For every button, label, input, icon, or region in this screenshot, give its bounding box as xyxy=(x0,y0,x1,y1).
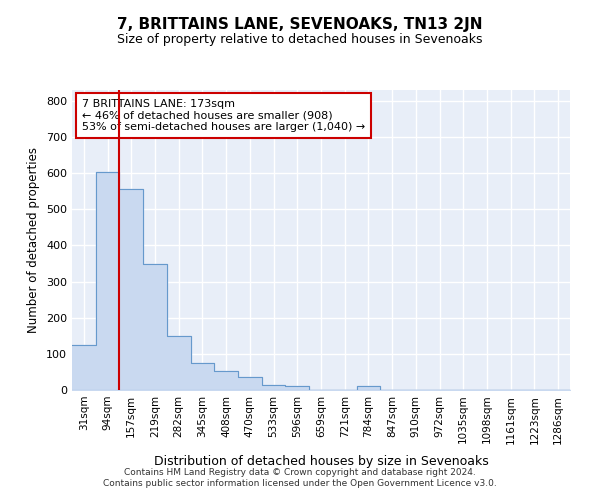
Text: Contains HM Land Registry data © Crown copyright and database right 2024.
Contai: Contains HM Land Registry data © Crown c… xyxy=(103,468,497,487)
Text: 7 BRITTAINS LANE: 173sqm
← 46% of detached houses are smaller (908)
53% of semi-: 7 BRITTAINS LANE: 173sqm ← 46% of detach… xyxy=(82,99,365,132)
Y-axis label: Number of detached properties: Number of detached properties xyxy=(28,147,40,333)
X-axis label: Distribution of detached houses by size in Sevenoaks: Distribution of detached houses by size … xyxy=(154,454,488,468)
Text: 7, BRITTAINS LANE, SEVENOAKS, TN13 2JN: 7, BRITTAINS LANE, SEVENOAKS, TN13 2JN xyxy=(117,18,483,32)
Text: Size of property relative to detached houses in Sevenoaks: Size of property relative to detached ho… xyxy=(117,32,483,46)
